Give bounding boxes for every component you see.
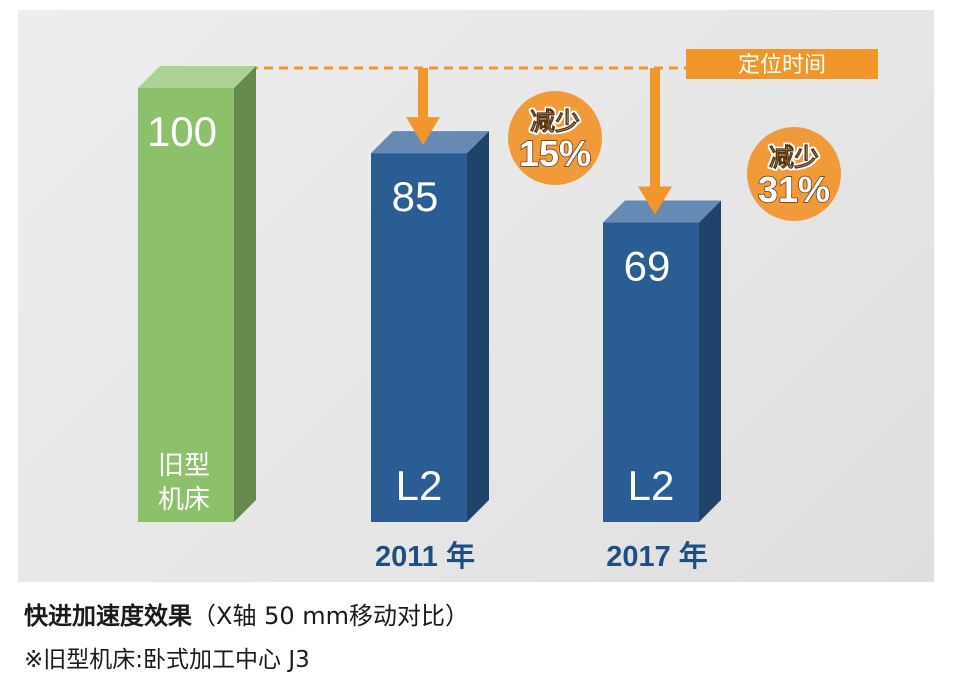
bar-inner-label-1: L2: [396, 462, 443, 509]
bar-front-2: [603, 222, 699, 523]
bar-side-2: [699, 200, 721, 523]
bar-top-2: [603, 200, 721, 223]
bar-inner-label-0-line1: 机床: [158, 485, 210, 515]
reference-label-box: [686, 49, 878, 79]
bar-front-0: [138, 88, 234, 522]
x-label-1: 2011 年: [375, 539, 475, 573]
reduction-label-0: 减少: [530, 107, 580, 136]
chart-panel: 定位时间 100 旧型 机床 85 L2 2011 年 69 L2 2017 年减少 15% 减少 31…: [18, 10, 934, 582]
arrow-head-1: [406, 117, 440, 146]
value-label-1: 85: [392, 173, 439, 220]
caption-title: 快进加速度效果: [24, 602, 192, 630]
reference-label: 定位时间: [738, 53, 826, 78]
reduction-percent-0: 15%: [519, 133, 591, 174]
reduction-badge-1: [747, 127, 841, 221]
caption-subtitle: （X轴 50 mm移动对比）: [192, 602, 469, 630]
bar-inner-label-2: L2: [628, 462, 675, 509]
bar-inner-label-0-line0: 旧型: [158, 451, 210, 481]
caption-title-line: 快进加速度效果（X轴 50 mm移动对比）: [24, 596, 469, 631]
value-label-2: 69: [624, 243, 671, 290]
reduction-percent-1: 31%: [758, 169, 830, 210]
reduction-label-1: 减少: [769, 143, 819, 172]
arrow-shaft-2: [650, 68, 660, 189]
x-label-2: 2017 年: [606, 539, 708, 573]
arrow-head-2: [638, 186, 672, 215]
bar-top-1: [371, 131, 489, 154]
bar-top-0: [138, 66, 256, 88]
bar-side-0: [234, 66, 256, 522]
reduction-badge-0: [508, 91, 602, 185]
caption-note: ※旧型机床:卧式加工中心 J3: [24, 647, 310, 673]
arrow-shaft-1: [418, 68, 428, 120]
bar-side-1: [467, 131, 489, 522]
bar-front-1: [371, 153, 467, 522]
value-label-0: 100: [147, 108, 217, 155]
